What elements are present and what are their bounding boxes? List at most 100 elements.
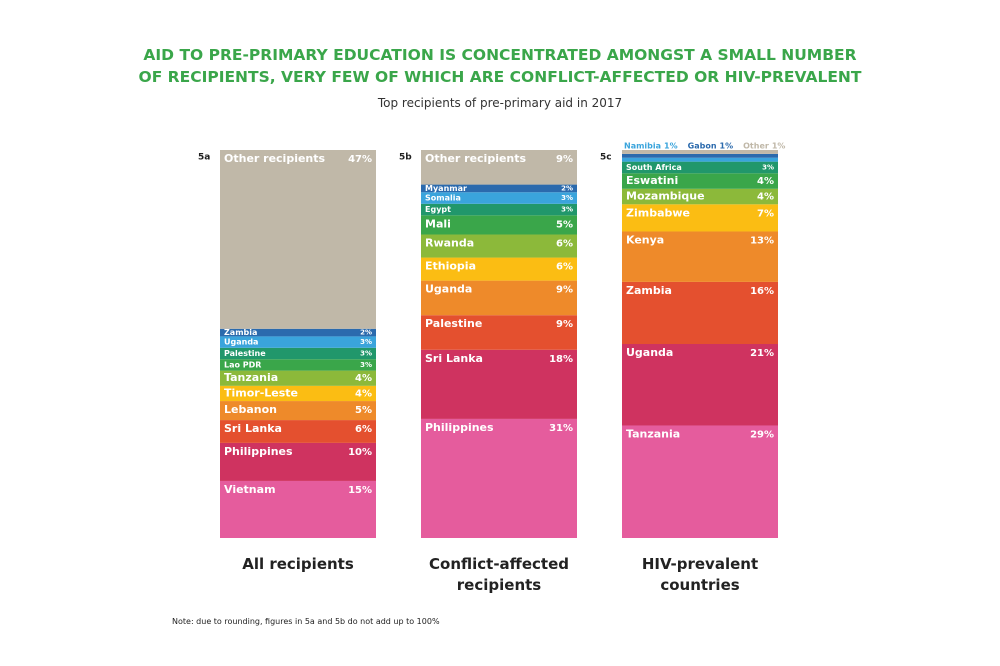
segment (622, 161, 778, 174)
panel-label: 5b (399, 153, 412, 163)
segment (421, 418, 577, 538)
segment (220, 150, 376, 329)
segment-label: Palestine (224, 349, 266, 358)
value-label: 6% (556, 262, 573, 273)
segment (220, 442, 376, 481)
segment (622, 150, 778, 154)
segment (421, 203, 577, 216)
value-label: 7% (757, 208, 774, 219)
segment-label: Vietnam (224, 483, 276, 496)
segment (622, 188, 778, 205)
segment (421, 257, 577, 281)
segment (421, 150, 577, 185)
segment (622, 153, 778, 158)
segment-label: Philippines (224, 445, 293, 458)
segment (421, 315, 577, 350)
segment (622, 425, 778, 538)
segment-label: Palestine (425, 317, 482, 330)
segment-label: Lao PDR (224, 360, 261, 369)
value-label: 2% (561, 184, 573, 192)
value-label: 2% (360, 329, 372, 337)
value-label: 1% (720, 142, 734, 151)
value-label: 9% (556, 154, 573, 165)
value-label: 4% (355, 373, 372, 384)
segment (220, 401, 376, 421)
segment-label: Lebanon (224, 403, 277, 416)
column-title: All recipients (242, 555, 354, 573)
value-label: 1% (664, 142, 678, 151)
segment-label: Other recipients (224, 152, 326, 165)
segment-label: Egypt (425, 205, 451, 214)
segment (220, 359, 376, 371)
value-label: 4% (757, 192, 774, 203)
value-label: 29% (750, 429, 774, 440)
segment (220, 370, 376, 386)
panel-label: 5c (600, 153, 612, 163)
title-line: OF RECIPIENTS, VERY FEW OF WHICH ARE CON… (138, 68, 862, 86)
segment (220, 480, 376, 538)
segment (220, 385, 376, 402)
value-label: 9% (556, 285, 573, 296)
segment (220, 347, 376, 360)
segment-label: Other (743, 142, 769, 151)
value-label: 3% (360, 361, 372, 369)
value-label: 1% (772, 142, 786, 151)
segment-label: Mozambique (626, 190, 705, 203)
segment-label: Zimbabwe (626, 206, 690, 219)
segment-label: Mali (425, 217, 451, 230)
segment-label: Zambia (224, 328, 257, 337)
segment-label: Zambia (626, 284, 672, 297)
segment-label: Tanzania (626, 427, 680, 440)
segment (220, 336, 376, 348)
subtitle: Top recipients of pre-primary aid in 201… (377, 96, 623, 110)
value-label: 21% (750, 348, 774, 359)
value-label: 5% (556, 219, 573, 230)
segment (622, 344, 778, 426)
value-label: 3% (360, 338, 372, 346)
segment-label: Sri Lanka (224, 422, 282, 435)
segment-label: Eswatini (626, 174, 678, 187)
segment-label: Tanzania (224, 371, 278, 384)
value-label: 31% (549, 423, 573, 434)
segment-label: Uganda (425, 283, 472, 296)
segment (421, 280, 577, 316)
value-label: 10% (348, 447, 372, 458)
segment (421, 349, 577, 419)
segment-label: Rwanda (425, 237, 474, 250)
column-title: Conflict-affected recipients (429, 555, 569, 594)
segment (421, 192, 577, 204)
segment-label: Timor-Leste (224, 386, 298, 399)
value-label: 16% (750, 286, 774, 297)
value-label: 3% (762, 163, 774, 171)
title-line: AID TO PRE-PRIMARY EDUCATION IS CONCENTR… (143, 46, 857, 64)
value-label: 3% (561, 194, 573, 202)
segment-label: Namibia (624, 142, 661, 151)
segment-label: Somalia (425, 194, 461, 203)
value-label: 47% (348, 154, 372, 165)
value-label: 3% (360, 350, 372, 358)
segment-label: Other recipients (425, 152, 527, 165)
segment (622, 173, 778, 189)
segment-label: Uganda (224, 338, 258, 347)
title: AID TO PRE-PRIMARY EDUCATION IS CONCENTR… (0, 44, 1000, 88)
segment-label: Philippines (425, 421, 494, 434)
value-label: 18% (549, 354, 573, 365)
segment (421, 234, 577, 258)
segment-label: Uganda (626, 346, 673, 359)
value-label: 9% (556, 319, 573, 330)
value-label: 13% (750, 235, 774, 246)
segment-label: Sri Lanka (425, 352, 483, 365)
value-label: 6% (556, 239, 573, 250)
segment (421, 184, 577, 193)
segment (622, 231, 778, 282)
value-label: 3% (561, 206, 573, 214)
column-title: HIV-prevalent countries (641, 555, 759, 594)
segment (220, 328, 376, 337)
note: Note: due to rounding, figures in 5a and… (172, 617, 440, 626)
segment (622, 157, 778, 162)
segment (421, 215, 577, 235)
segment-label: South Africa (626, 163, 682, 172)
segment-label: Kenya (626, 233, 664, 246)
